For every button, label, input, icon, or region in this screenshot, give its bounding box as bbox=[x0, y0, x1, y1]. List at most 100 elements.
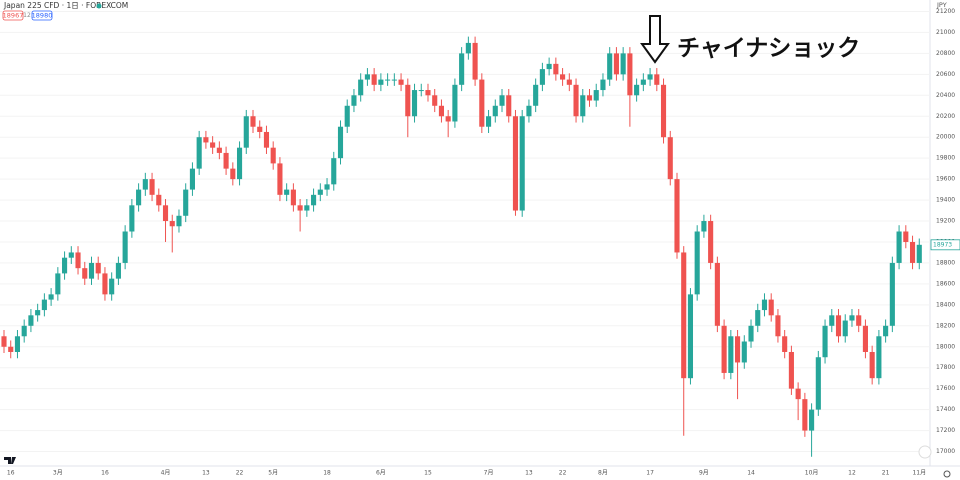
y-tick-label: 20600 bbox=[936, 71, 955, 78]
candle-body bbox=[270, 147, 276, 164]
candle-body bbox=[324, 184, 330, 190]
candle-body bbox=[317, 189, 323, 195]
candle-body bbox=[580, 95, 586, 117]
candle-body bbox=[210, 142, 216, 148]
candle-body bbox=[250, 116, 256, 127]
currency: JPY bbox=[936, 1, 947, 9]
candle-body bbox=[445, 116, 451, 122]
candle-body bbox=[802, 399, 808, 431]
y-tick-label: 17000 bbox=[936, 448, 955, 455]
candle-body bbox=[378, 79, 384, 85]
y-tick-label: 17400 bbox=[936, 406, 955, 413]
candle-body bbox=[506, 95, 512, 117]
candle-body bbox=[721, 325, 727, 373]
candle-body bbox=[432, 95, 438, 106]
candle-body bbox=[660, 84, 667, 138]
scroll-button[interactable] bbox=[918, 445, 932, 459]
candle-body bbox=[21, 325, 27, 337]
candle-body bbox=[869, 351, 875, 379]
x-tick-label: 4月 bbox=[161, 470, 171, 477]
candle-body bbox=[620, 53, 626, 75]
candle-body bbox=[849, 315, 855, 321]
candle-body bbox=[916, 244, 922, 263]
candle-body bbox=[156, 194, 162, 206]
x-tick-label: 11月 bbox=[912, 470, 926, 477]
candle-body bbox=[479, 79, 485, 127]
candle-body bbox=[169, 221, 175, 227]
x-tick-label: 16 bbox=[7, 470, 15, 477]
y-tick-label: 21000 bbox=[936, 29, 955, 36]
candle-body bbox=[566, 79, 572, 85]
y-tick-label: 18400 bbox=[936, 301, 955, 308]
x-tick-label: 6月 bbox=[376, 470, 386, 477]
candle-body bbox=[115, 262, 121, 279]
candle-body bbox=[909, 241, 916, 263]
x-tick-label: 8月 bbox=[598, 470, 608, 477]
y-tick-label: 18200 bbox=[936, 322, 955, 329]
market-status bbox=[96, 3, 102, 9]
candle-body bbox=[75, 252, 81, 269]
y-tick-label: 17600 bbox=[936, 385, 955, 392]
candle-body bbox=[896, 231, 902, 263]
candle-body bbox=[68, 252, 74, 258]
candle-body bbox=[553, 63, 559, 75]
bid-box bbox=[2, 10, 24, 21]
x-tick-label: 22 bbox=[559, 470, 567, 477]
candle-body bbox=[687, 294, 694, 379]
candle-body bbox=[297, 205, 303, 211]
candle-body bbox=[822, 325, 828, 358]
bid-price: 18967 bbox=[3, 12, 24, 20]
candle-body bbox=[48, 294, 54, 300]
candle-body bbox=[842, 320, 848, 337]
candle-body bbox=[257, 126, 263, 132]
candle-body bbox=[499, 95, 505, 106]
candle-body bbox=[809, 409, 815, 431]
ask-box bbox=[31, 10, 53, 21]
candle-body bbox=[277, 163, 283, 195]
candle-body bbox=[364, 74, 370, 80]
candle-body bbox=[539, 69, 545, 85]
candle-body bbox=[741, 341, 747, 363]
candle-body bbox=[109, 278, 115, 295]
candle-body bbox=[465, 42, 471, 54]
x-tick-label: 3月 bbox=[53, 470, 63, 477]
candle-body bbox=[337, 126, 344, 159]
y-tick-label: 19400 bbox=[936, 197, 955, 204]
x-tick-label: 7月 bbox=[484, 470, 494, 477]
candle-body bbox=[775, 315, 781, 337]
candle-body bbox=[176, 215, 182, 227]
candle-body bbox=[358, 79, 364, 96]
candle-body bbox=[735, 336, 741, 363]
candle-body bbox=[674, 179, 680, 253]
x-tick-label: 12 bbox=[848, 470, 856, 477]
candle-body bbox=[223, 152, 229, 169]
y-tick-label: 20800 bbox=[936, 50, 955, 57]
candle-body bbox=[768, 299, 774, 316]
x-tick-label: 16 bbox=[101, 470, 109, 477]
candle-body bbox=[533, 84, 539, 106]
candle-body bbox=[331, 158, 337, 185]
y-tick-label: 21200 bbox=[936, 8, 955, 15]
settings-icon[interactable] bbox=[943, 470, 951, 478]
candle-body bbox=[304, 205, 310, 211]
candle-body bbox=[216, 147, 222, 153]
x-tick-label: 13 bbox=[525, 470, 533, 477]
candle-body bbox=[311, 194, 317, 206]
candle-body bbox=[862, 325, 868, 352]
candle-body bbox=[788, 351, 794, 389]
tradingview-logo bbox=[4, 457, 16, 464]
candle-body bbox=[755, 310, 761, 326]
candle-body bbox=[418, 90, 424, 92]
candle-body bbox=[835, 315, 842, 337]
candle-body bbox=[41, 299, 47, 311]
y-tick-label: 18000 bbox=[936, 343, 955, 350]
candle-body bbox=[183, 189, 189, 216]
x-tick-label: 22 bbox=[236, 470, 244, 477]
candle-body bbox=[196, 137, 202, 169]
x-tick-label: 9月 bbox=[699, 470, 709, 477]
candle-body bbox=[405, 84, 411, 117]
x-tick-label: 13 bbox=[202, 470, 210, 477]
candle-body bbox=[607, 53, 613, 80]
candle-body bbox=[263, 131, 270, 148]
